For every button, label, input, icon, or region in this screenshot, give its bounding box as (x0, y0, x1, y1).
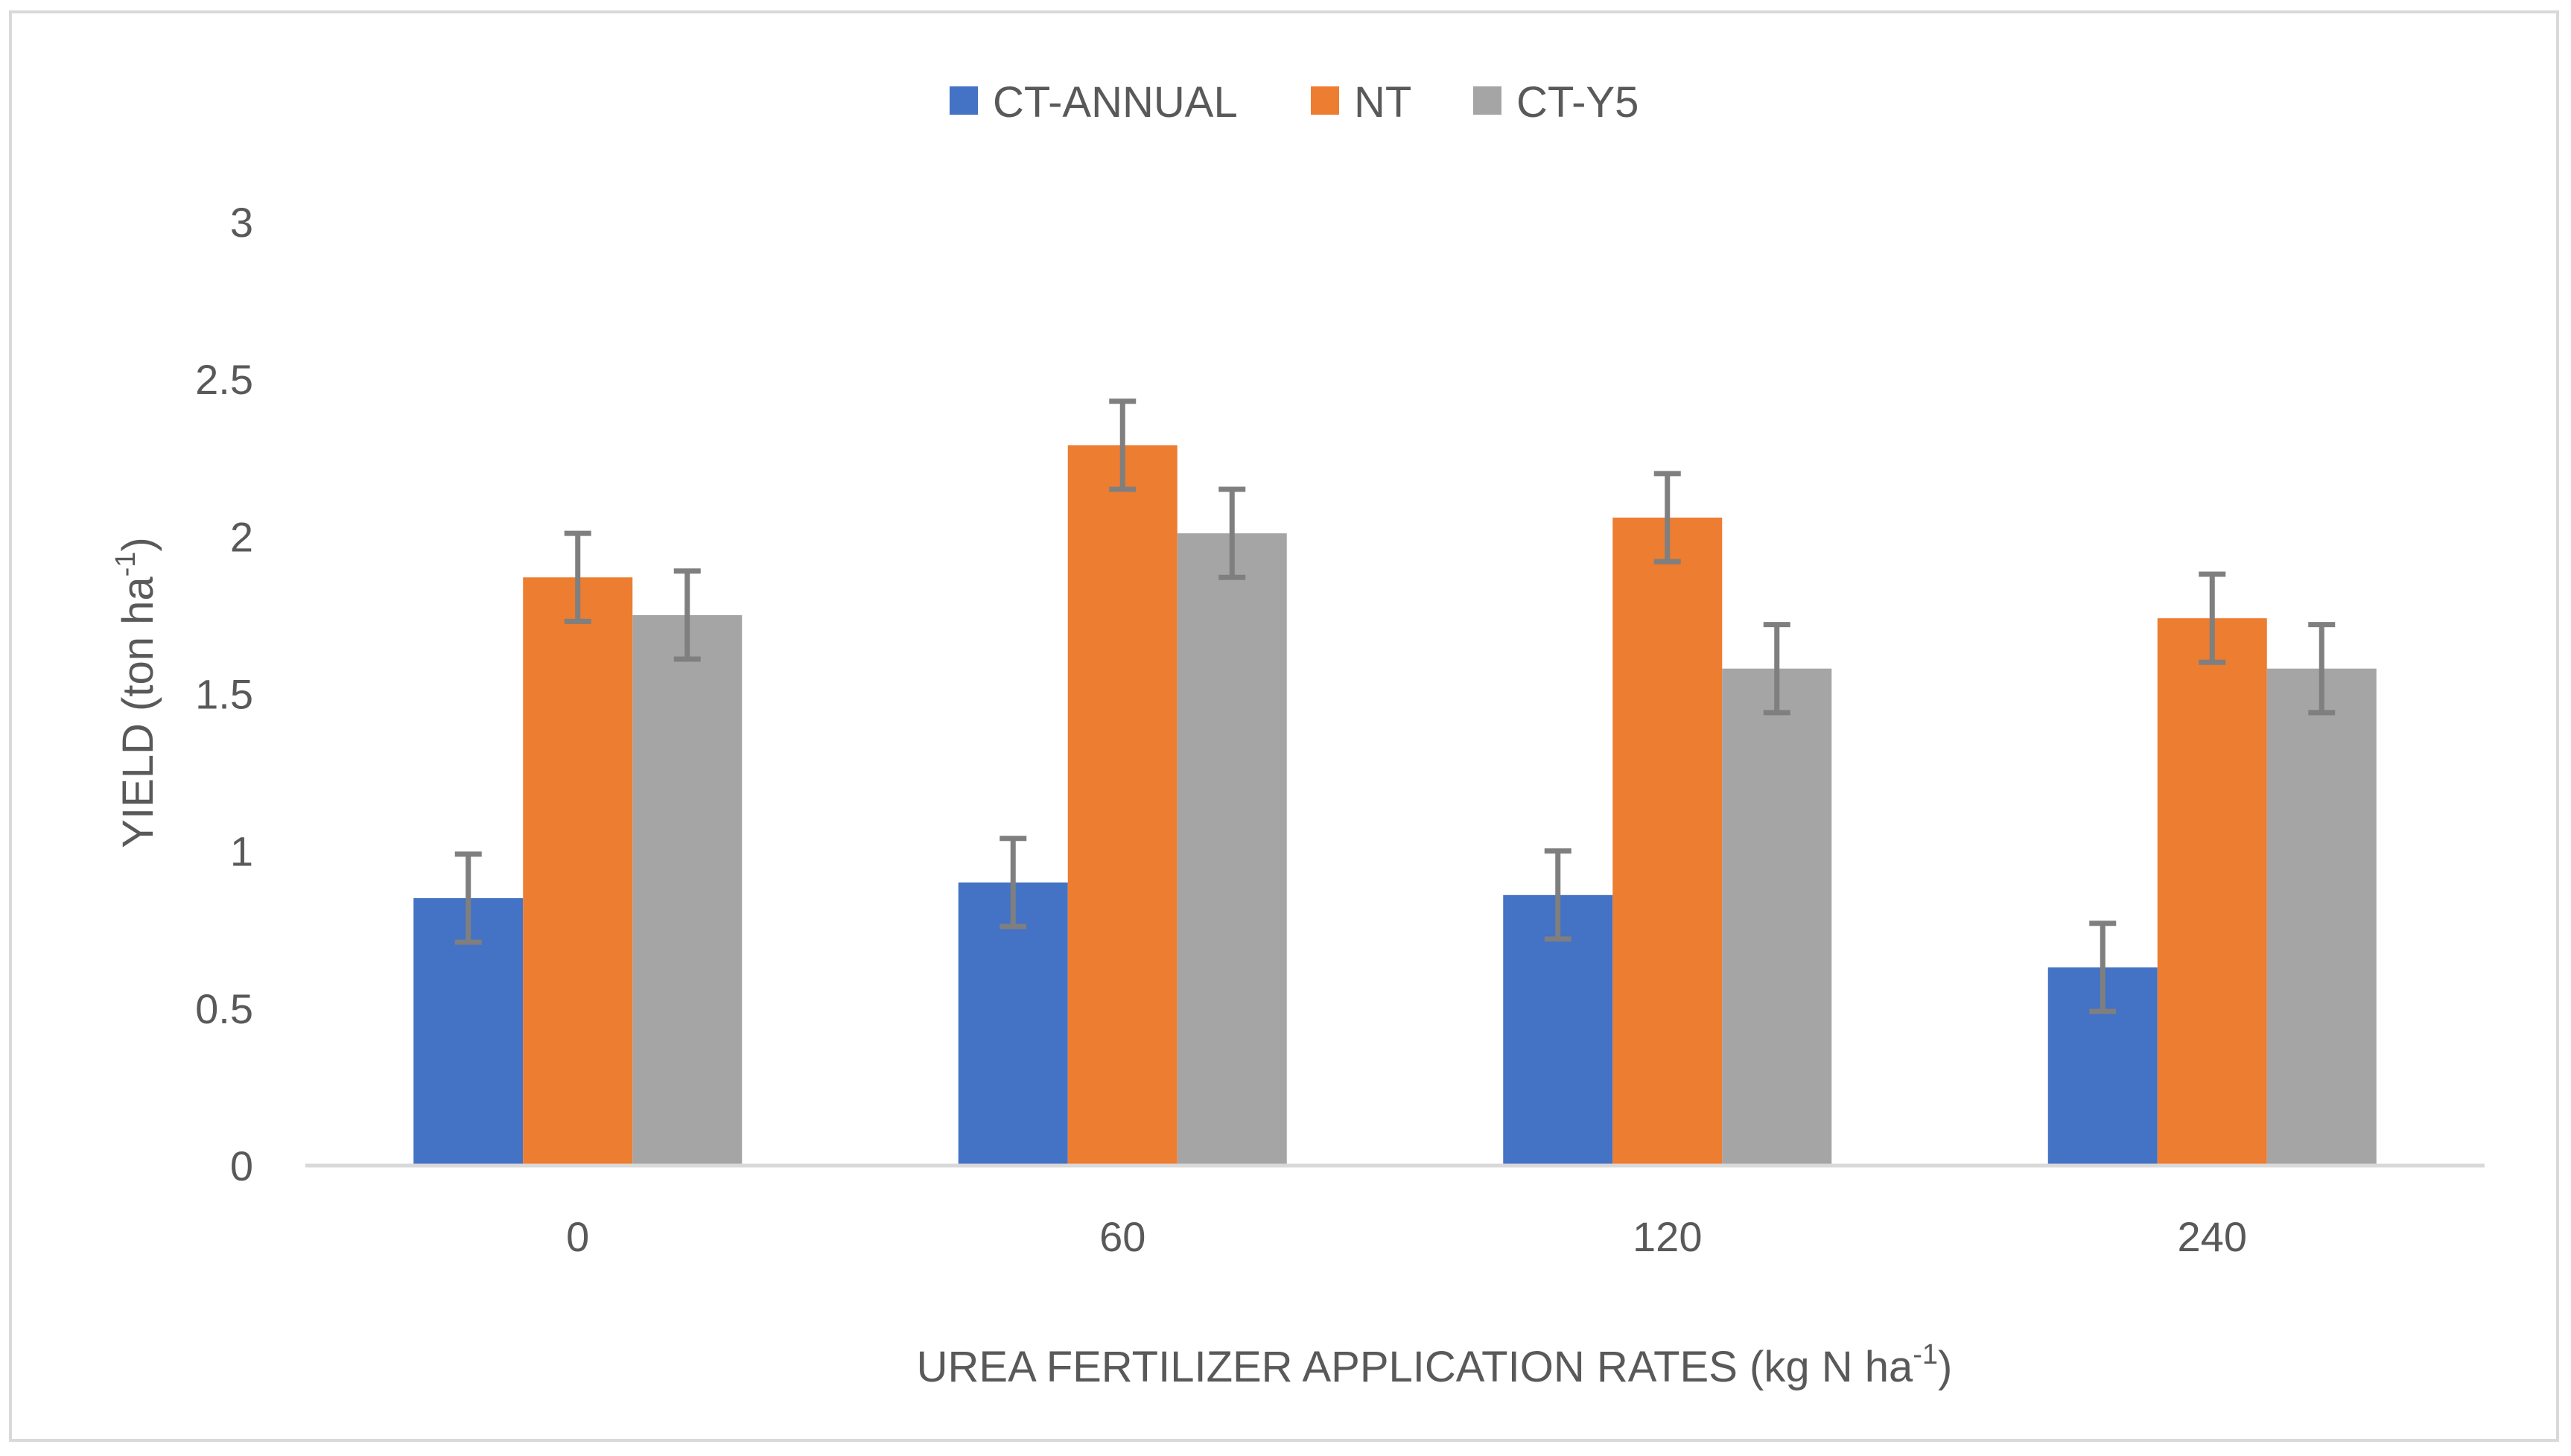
error-bar (1544, 848, 1571, 942)
legend-item-nt: NT (1311, 78, 1411, 127)
y-tick-label: 1.5 (195, 671, 253, 718)
x-axis-title-end: ) (1938, 1343, 1952, 1391)
bar-ct-y5-240 (2266, 668, 2377, 1166)
x-axis-ticks: 0 60 120 240 (566, 1213, 2247, 1260)
x-axis-title-main: UREA FERTILIZER APPLICATION RATES (kg N … (917, 1343, 1913, 1391)
bars (413, 445, 2377, 1166)
error-bar (2199, 571, 2226, 665)
y-tick-label: 2 (230, 513, 253, 560)
legend-swatch (950, 86, 978, 115)
y-axis-title-end: ) (114, 537, 162, 551)
error-bar (454, 851, 482, 945)
legend-swatch (1311, 86, 1339, 115)
y-tick-label: 1 (230, 828, 253, 875)
bar-ct-y5-60 (1177, 533, 1287, 1166)
x-tick-label: 0 (566, 1213, 589, 1260)
legend-label: CT-ANNUAL (993, 78, 1238, 127)
error-bar (673, 568, 701, 662)
bar-ct-y5-120 (1722, 668, 1832, 1166)
x-axis-title: UREA FERTILIZER APPLICATION RATES (kg N … (917, 1339, 1953, 1391)
error-bar (1653, 471, 1681, 565)
error-bar (1000, 836, 1027, 929)
y-axis-title: YIELD (ton ha-1) (110, 537, 162, 848)
y-axis-ticks: 0 0.5 1 1.5 2 2.5 3 (195, 199, 253, 1189)
legend-swatch (1473, 86, 1501, 115)
error-bar (2308, 622, 2336, 716)
error-bar (1763, 622, 1790, 716)
x-tick-label: 60 (1099, 1213, 1145, 1260)
legend-item-ct-y5: CT-Y5 (1473, 78, 1639, 127)
y-tick-label: 3 (230, 199, 253, 246)
legend-label: NT (1354, 78, 1411, 127)
bar-nt-240 (2157, 618, 2267, 1166)
error-bars (454, 398, 2336, 1014)
y-tick-label: 0 (230, 1142, 253, 1189)
error-bar (564, 530, 591, 624)
bar-nt-120 (1612, 517, 1723, 1166)
error-bar (2089, 921, 2117, 1014)
x-axis-title-sup: -1 (1913, 1339, 1938, 1370)
y-tick-label: 0.5 (195, 985, 253, 1032)
x-tick-label: 120 (1633, 1213, 1702, 1260)
bar-nt-60 (1067, 445, 1178, 1166)
bar-ct-annual-60 (958, 882, 1068, 1166)
error-bar (1218, 486, 1246, 580)
y-axis-title-main: YIELD (ton ha (114, 576, 162, 848)
bar-ct-y5-0 (632, 614, 743, 1166)
legend-item-ct-annual: CT-ANNUAL (950, 78, 1238, 127)
y-tick-label: 2.5 (195, 356, 253, 403)
legend-label: CT-Y5 (1516, 78, 1639, 127)
y-axis-title-sup: -1 (110, 552, 142, 577)
legend: CT-ANNUAL NT CT-Y5 (950, 78, 1639, 127)
x-tick-label: 240 (2178, 1213, 2247, 1260)
bar-nt-0 (523, 577, 633, 1166)
error-bar (1109, 398, 1137, 492)
